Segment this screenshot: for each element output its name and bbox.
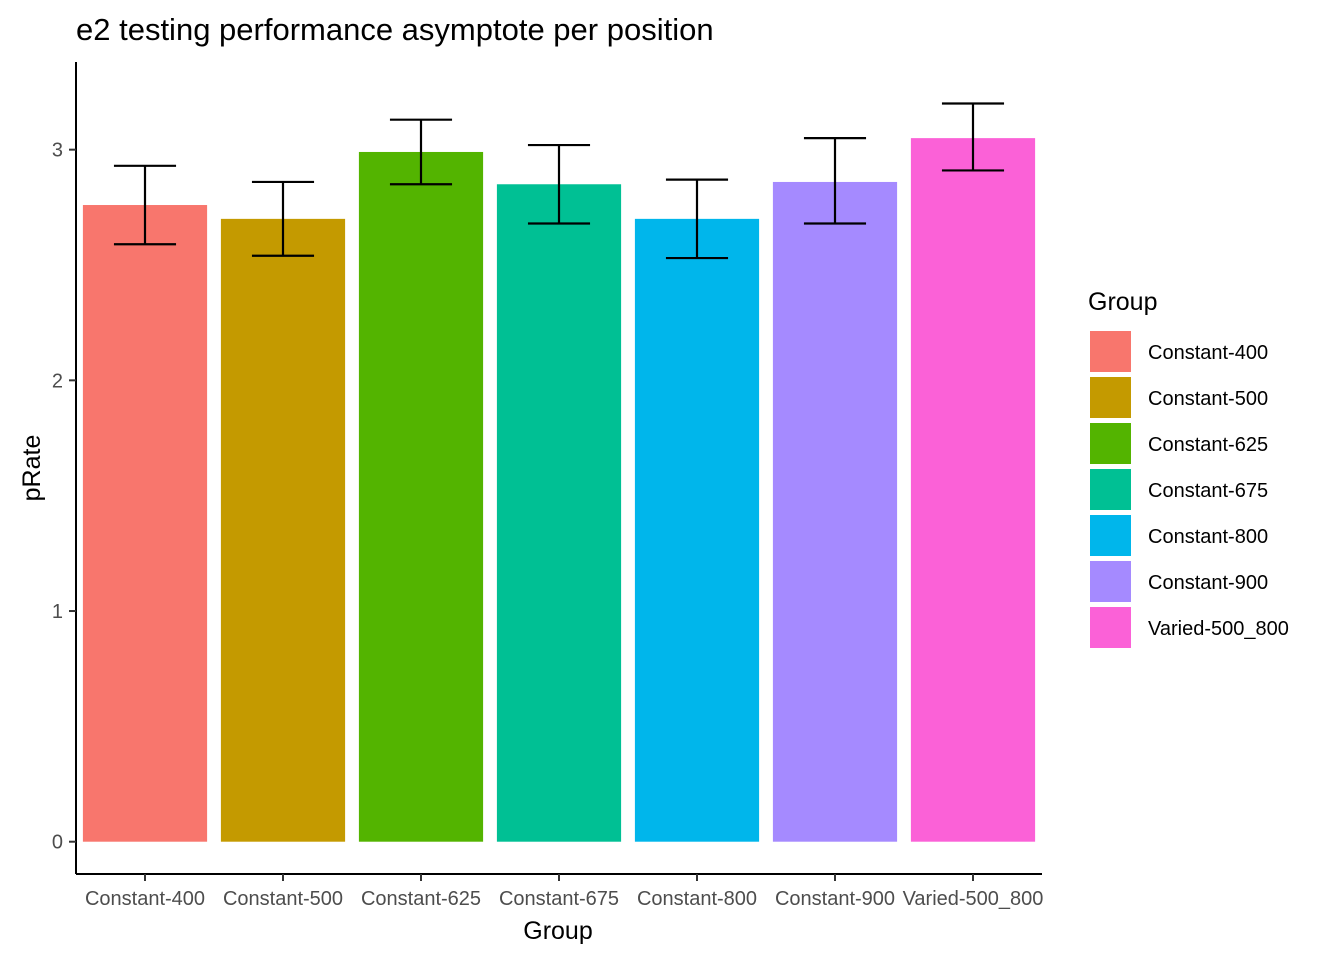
legend-swatch bbox=[1090, 469, 1131, 510]
x-ticks: Constant-400 Constant-500 Constant-625 Cons… bbox=[85, 874, 1043, 910]
bar-1 bbox=[82, 205, 208, 842]
x-tick-label: Varied-500_800 bbox=[903, 888, 1044, 910]
y-tick-label: 2 bbox=[52, 370, 63, 392]
legend-label: Varied-500_800 bbox=[1148, 618, 1289, 640]
legend-swatch bbox=[1090, 331, 1131, 372]
x-tick-label: Constant-900 bbox=[775, 888, 895, 910]
legend: Group Constant-400 Constant-500 Constant-6… bbox=[1088, 288, 1289, 648]
legend-swatch bbox=[1090, 515, 1131, 556]
legend-label: Constant-400 bbox=[1148, 342, 1268, 364]
bars-layer bbox=[82, 138, 1036, 842]
chart-title: e2 testing performance asymptote per pos… bbox=[76, 12, 714, 47]
legend-label: Constant-900 bbox=[1148, 572, 1268, 594]
legend-swatch bbox=[1090, 561, 1131, 602]
y-tick-label: 0 bbox=[52, 832, 63, 854]
y-ticks: 0 1 2 3 bbox=[52, 140, 76, 854]
y-tick-label: 1 bbox=[52, 601, 63, 623]
error-bar-6 bbox=[803, 137, 867, 225]
legend-swatch bbox=[1090, 607, 1131, 648]
bar-3 bbox=[358, 151, 484, 842]
x-tick-label: Constant-675 bbox=[499, 888, 619, 910]
legend-items: Constant-400 Constant-500 Constant-625 Cons… bbox=[1090, 331, 1289, 648]
legend-swatch bbox=[1090, 423, 1131, 464]
y-tick-label: 3 bbox=[52, 140, 63, 162]
legend-title: Group bbox=[1088, 288, 1157, 316]
x-tick-label: Constant-625 bbox=[361, 888, 481, 910]
error-bar-7 bbox=[941, 102, 1005, 172]
error-bar-4 bbox=[527, 143, 591, 225]
legend-label: Constant-675 bbox=[1148, 480, 1268, 502]
error-bar-3 bbox=[389, 118, 453, 186]
legend-label: Constant-800 bbox=[1148, 526, 1268, 548]
error-bars-layer bbox=[113, 102, 1005, 260]
x-tick-label: Constant-400 bbox=[85, 888, 205, 910]
x-tick-label: Constant-500 bbox=[223, 888, 343, 910]
legend-label: Constant-500 bbox=[1148, 388, 1268, 410]
error-bar-5 bbox=[665, 178, 729, 260]
x-tick-label: Constant-800 bbox=[637, 888, 757, 910]
legend-swatch bbox=[1090, 377, 1131, 418]
y-axis-title: pRate bbox=[18, 435, 46, 502]
legend-label: Constant-625 bbox=[1148, 434, 1268, 456]
bar-5 bbox=[634, 218, 760, 842]
error-bar-2 bbox=[251, 180, 315, 257]
bar-2 bbox=[220, 218, 346, 842]
bar-6 bbox=[772, 181, 898, 842]
bar-4 bbox=[496, 184, 622, 842]
x-axis-title: Group bbox=[523, 917, 592, 945]
error-bar-1 bbox=[113, 164, 177, 246]
bar-7 bbox=[910, 138, 1036, 842]
